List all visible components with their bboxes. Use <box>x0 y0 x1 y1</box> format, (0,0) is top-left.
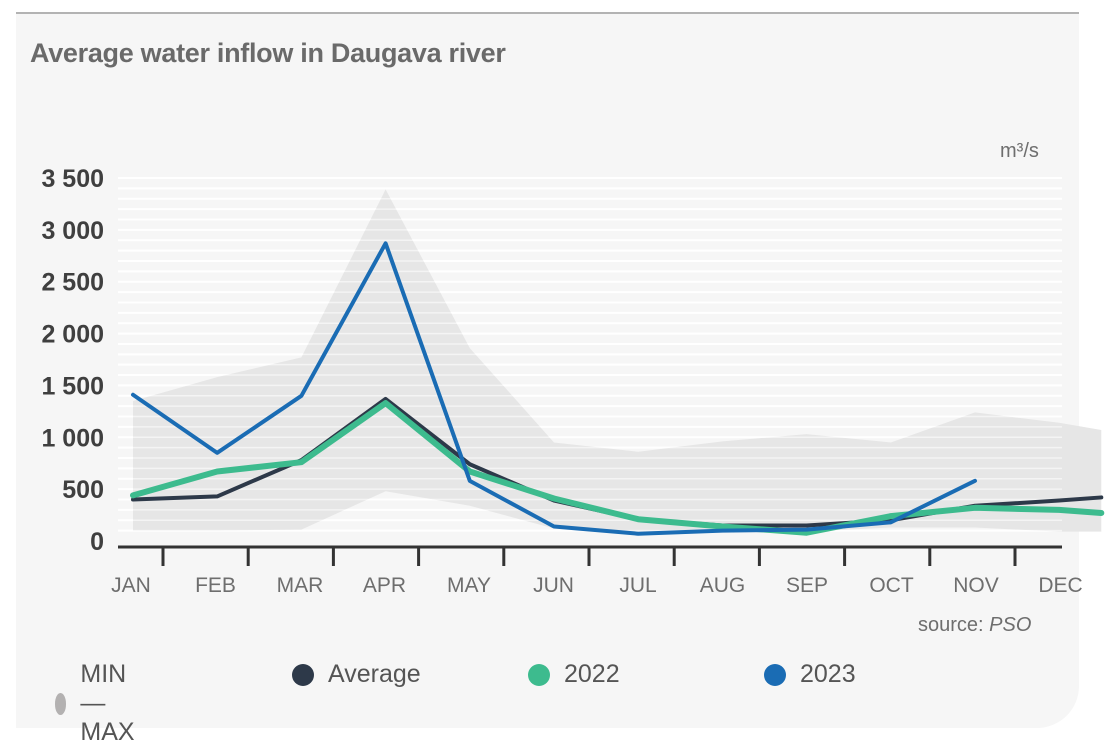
y-tick-label: 1 500 <box>41 372 104 400</box>
legend-item-2023: 2023 <box>764 660 856 689</box>
x-tick-label: DEC <box>1038 574 1082 597</box>
chart-title: Average water inflow in Daugava river <box>30 38 506 68</box>
x-tick-label: FEB <box>195 574 236 597</box>
x-tick-label: APR <box>363 574 406 597</box>
y-tick-label: 2 000 <box>41 321 104 349</box>
y-tick-label: 3 500 <box>41 165 104 193</box>
x-axis-tick-labels: JAN FEB MAR APR MAY JUN JUL AUG SEP OCT NOV DEC <box>111 574 1083 597</box>
legend-label-2023: 2023 <box>800 660 856 688</box>
legend-dot-2023 <box>764 663 786 686</box>
legend-item-2022: 2022 <box>528 660 620 689</box>
min-max-area <box>133 189 1102 532</box>
x-tick-label: JUN <box>533 574 574 597</box>
grid-lines-over-band <box>118 177 1062 532</box>
source-prefix: source: <box>918 614 990 636</box>
min-max-band <box>133 189 1102 532</box>
source-name: PSO <box>989 614 1032 636</box>
legend-item-average: Average <box>292 660 421 689</box>
series-lines <box>130 241 1105 536</box>
y-tick-label: 2 500 <box>41 269 104 297</box>
legend-dot-min-max <box>55 692 67 715</box>
x-tick-label: MAY <box>447 574 491 597</box>
y-axis-tick-labels: 3 500 3 000 2 500 2 000 1 500 1 000 500 0 <box>41 165 104 556</box>
x-tick-label: AUG <box>700 574 746 597</box>
legend-label-average: Average <box>328 660 421 688</box>
y-tick-label: 500 <box>62 476 104 504</box>
x-tick-label: OCT <box>869 574 914 597</box>
legend-dot-2022 <box>528 663 550 686</box>
x-tick-label: JUL <box>619 574 656 597</box>
chart-panel <box>16 12 1079 728</box>
legend-dot-average <box>292 663 314 686</box>
series-line-2023 <box>131 241 977 536</box>
x-tick-label: MAR <box>277 574 324 597</box>
unit-label: m³/s <box>1000 140 1039 162</box>
x-tick-label: SEP <box>786 574 828 597</box>
legend-item-min-max: MIN—MAX <box>55 660 145 747</box>
legend-label-min-max: MIN—MAX <box>80 660 135 746</box>
y-tick-label: 1 000 <box>41 424 104 452</box>
x-tick-label: NOV <box>953 574 999 597</box>
series-line-2022 <box>130 400 1105 536</box>
legend-label-2022: 2022 <box>564 660 620 688</box>
x-tick-label: JAN <box>111 574 151 597</box>
source-note: source: PSO <box>918 614 1031 637</box>
y-tick-label: 0 <box>90 528 104 556</box>
y-tick-label: 3 000 <box>41 217 104 245</box>
x-axis <box>118 545 1062 566</box>
